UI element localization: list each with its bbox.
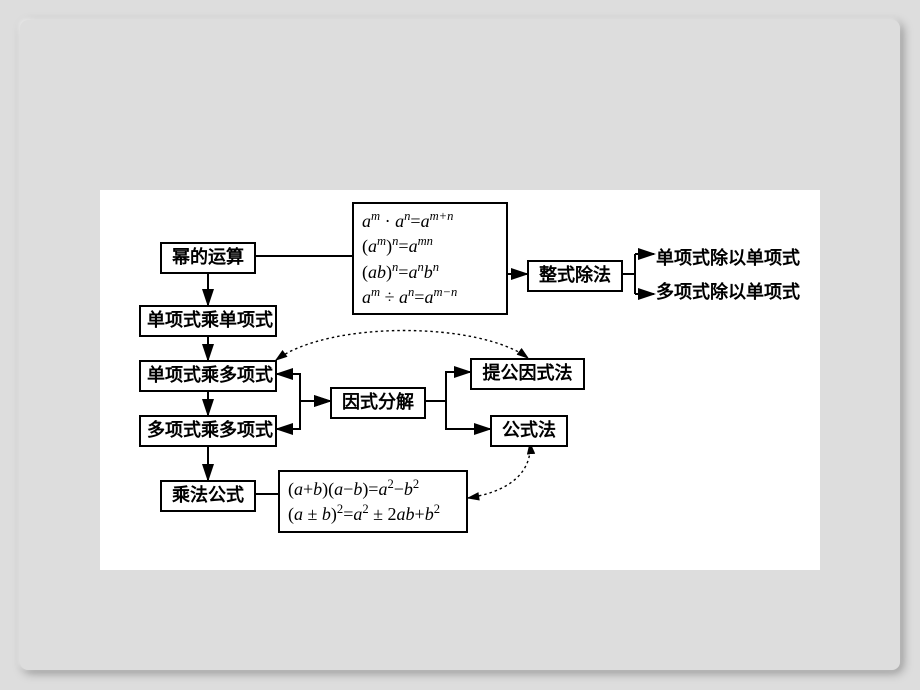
node-mono-times-mono: 单项式乘单项式 [139,305,277,337]
formula-row-perfect-square: (a ± b)2=a2 ± 2ab+b2 [288,501,458,526]
text-mono-div-mono: 单项式除以单项式 [656,244,800,270]
node-pow-operations: 幂的运算 [160,242,256,274]
card: 幂的运算 单项式乘单项式 单项式乘多项式 多项式乘多项式 乘法公式 因式分解 提… [20,20,900,670]
formula-box-exponent-rules: am · an=am+n (am)n=amn (ab)n=anbn am ÷ a… [352,202,508,315]
formula-row-quotient-rule: am ÷ an=am−n [362,284,498,309]
node-formula-method: 公式法 [490,415,568,447]
node-mono-times-poly: 单项式乘多项式 [139,360,277,392]
node-factorization: 因式分解 [330,387,426,419]
formula-row-power-rule: (am)n=amn [362,233,498,258]
node-integer-division: 整式除法 [527,260,623,292]
formula-row-product-rule: am · an=am+n [362,208,498,233]
formula-row-product-power: (ab)n=anbn [362,259,498,284]
text-poly-div-mono: 多项式除以单项式 [656,278,800,304]
formula-row-diff-squares: (a+b)(a−b)=a2−b2 [288,476,458,501]
diagram-canvas: 幂的运算 单项式乘单项式 单项式乘多项式 多项式乘多项式 乘法公式 因式分解 提… [100,190,820,570]
node-common-factor-method: 提公因式法 [470,358,585,390]
formula-box-multiplication: (a+b)(a−b)=a2−b2 (a ± b)2=a2 ± 2ab+b2 [278,470,468,533]
node-multiplication-formula: 乘法公式 [160,480,256,512]
node-poly-times-poly: 多项式乘多项式 [139,415,277,447]
